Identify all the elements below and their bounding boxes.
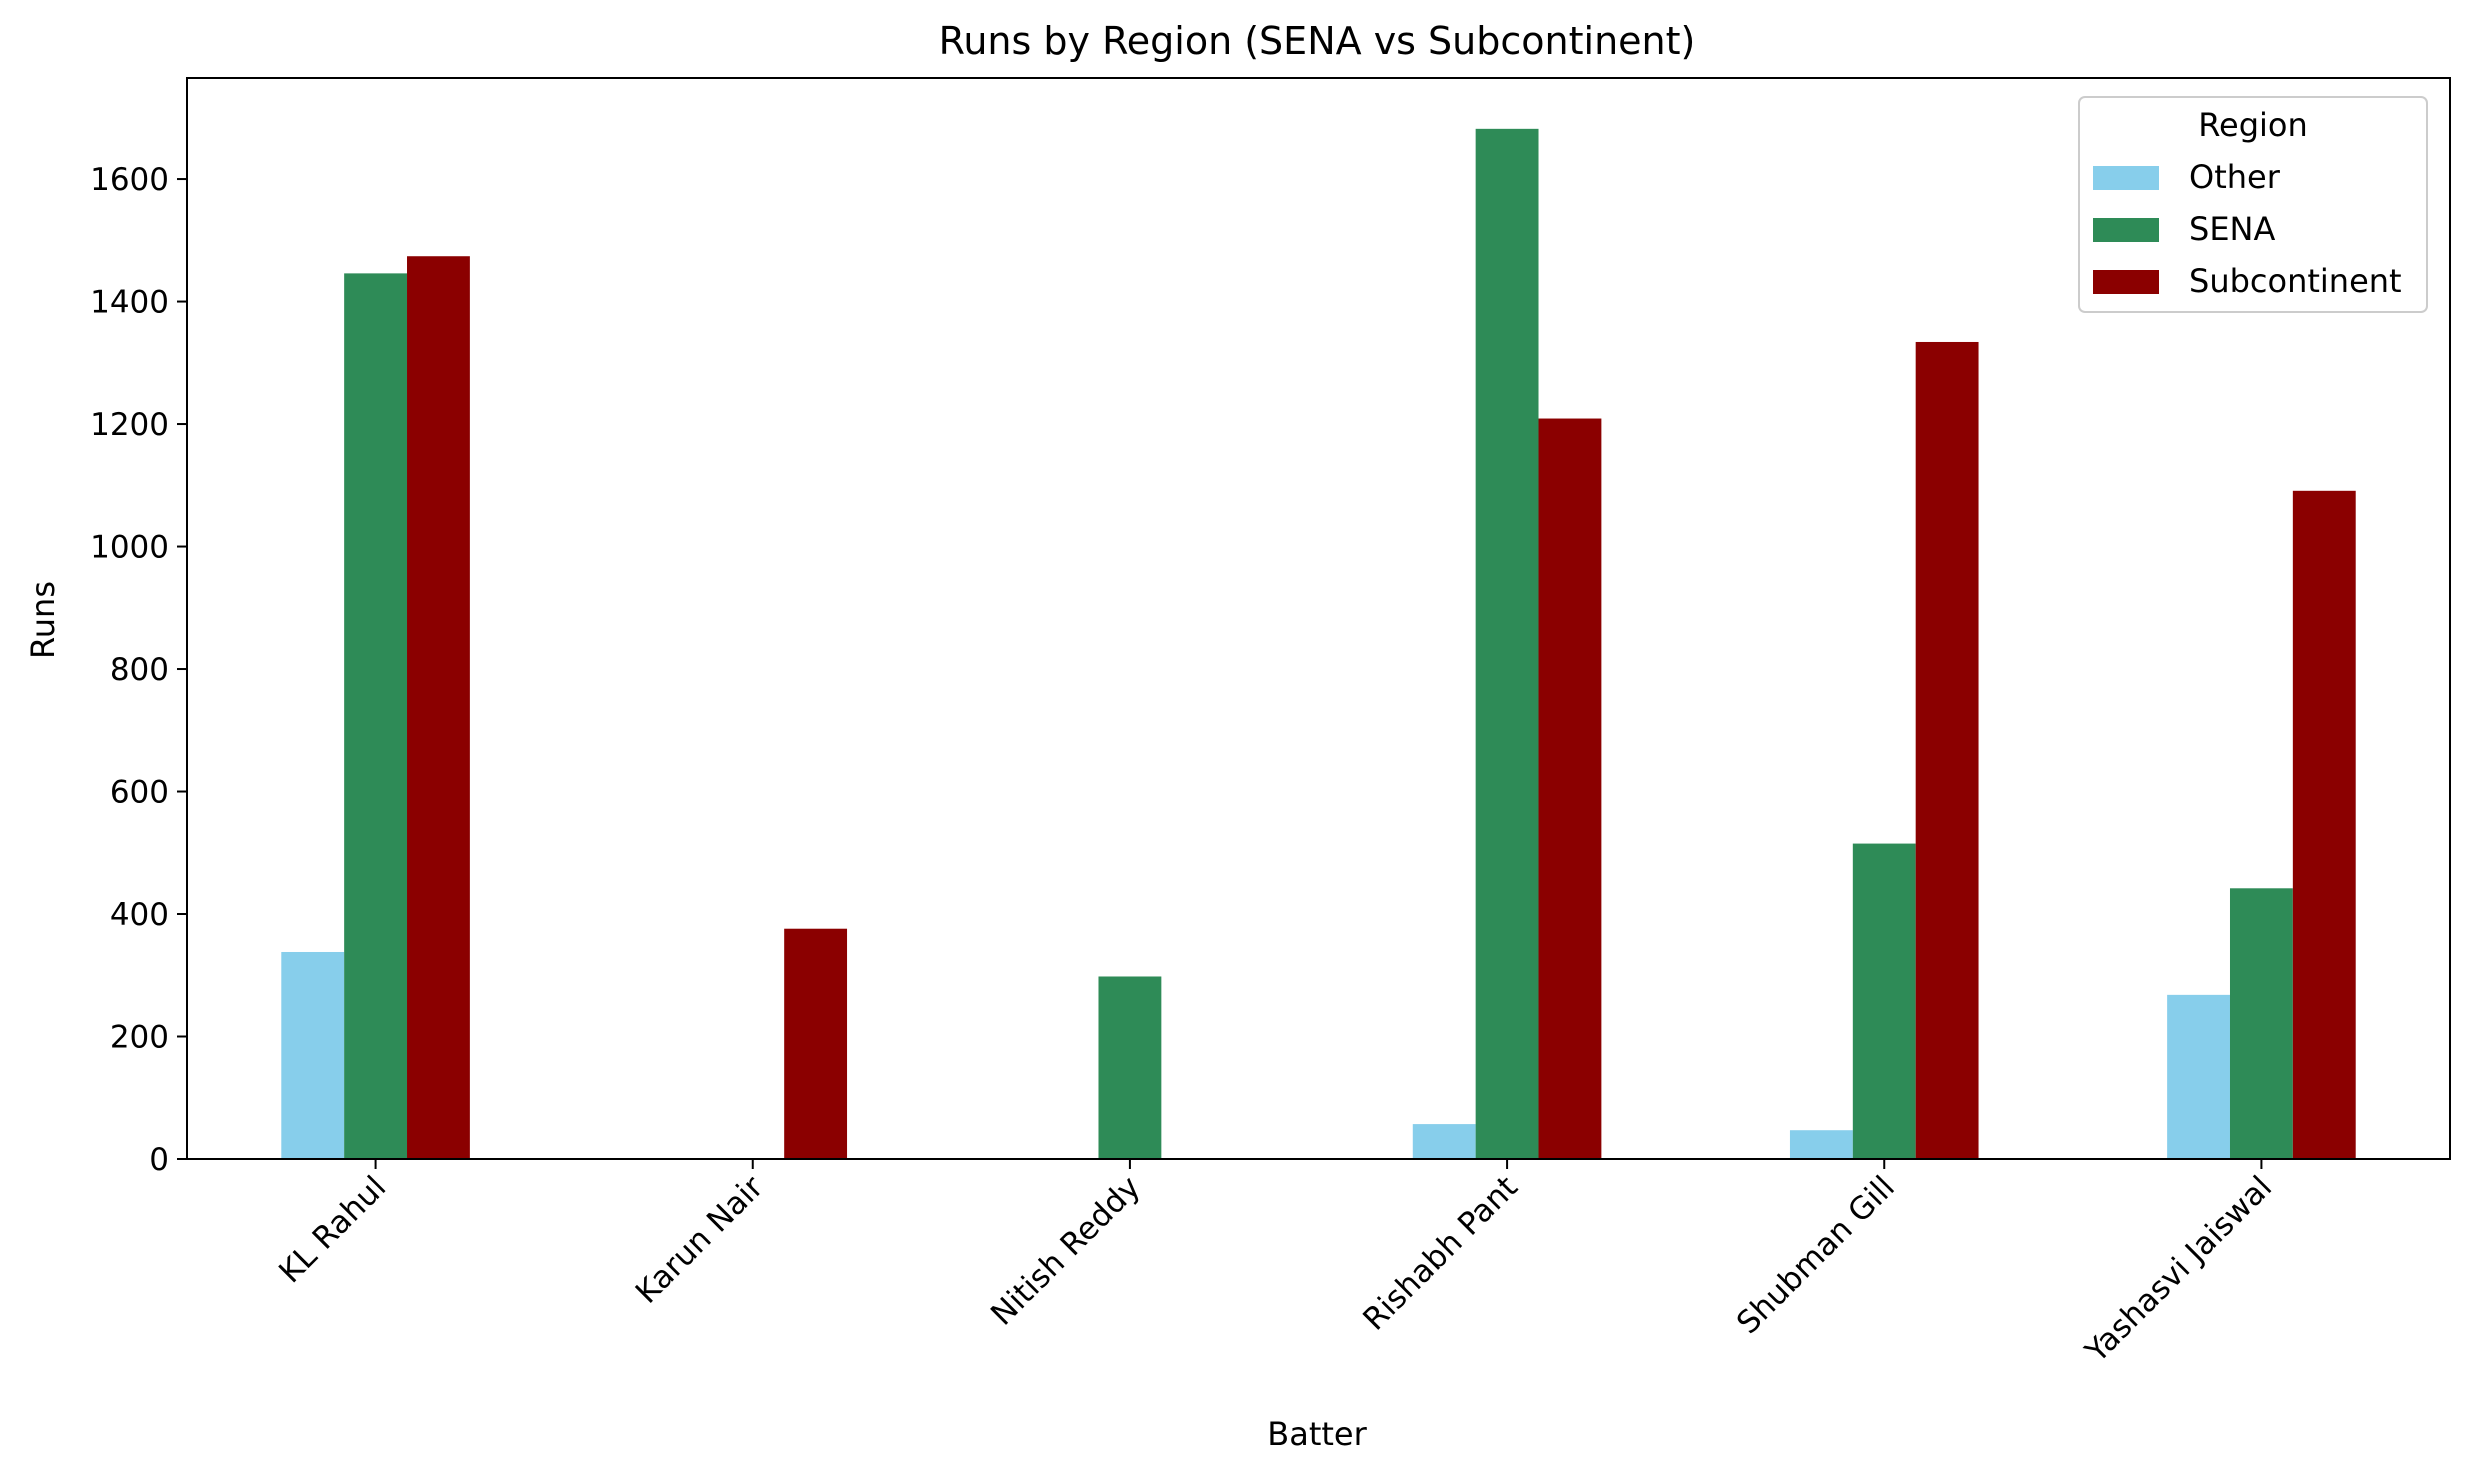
bar-subcontinent-kl-rahul [407,256,470,1160]
bar-subcontinent-shubman-gill [1915,341,1979,1159]
y-axis-label: Runs [24,581,62,659]
bar-sena-nitish-reddy [1098,976,1162,1159]
bar-subcontinent-rishabh-pant [1538,418,1602,1160]
bar-sena-rishabh-pant [1475,128,1539,1159]
bar-other-kl-rahul [281,951,345,1159]
y-tick-label: 1000 [90,530,169,566]
legend-label-subcontinent: Subcontinent [2189,262,2402,300]
bar-sena-shubman-gill [1852,843,1916,1159]
legend[interactable]: Region Other SENA Subcontinent [2078,96,2428,313]
legend-box [2078,96,2428,313]
bar-other-yashasvi-jaiswal [2167,994,2230,1159]
bar-sena-yashasvi-jaiswal [2229,888,2293,1159]
legend-swatch-subcontinent [2093,270,2159,294]
plot-frame [186,77,2451,1160]
y-tick-label: 200 [110,1020,169,1056]
y-tick-label: 800 [110,652,169,688]
y-tick-label: 0 [149,1142,169,1178]
legend-swatch-other [2093,166,2159,190]
legend-label-other: Other [2189,158,2281,196]
bar-subcontinent-yashasvi-jaiswal [2292,490,2356,1159]
chart-title: Runs by Region (SENA vs Subcontinent) [939,19,1696,63]
legend-title: Region [2198,106,2308,144]
y-tick-label: 600 [110,775,169,811]
legend-label-sena: SENA [2189,210,2275,248]
bar-other-shubman-gill [1789,1130,1853,1159]
y-tick-label: 1600 [90,162,169,198]
y-axis: 0 200 400 600 800 1000 1200 1400 1600 [90,162,187,1178]
y-tick-label: 1200 [90,407,169,443]
bar-other-rishabh-pant [1412,1124,1476,1159]
bar-subcontinent-karun-nair [784,928,848,1159]
x-axis-label: Batter [1267,1415,1367,1453]
y-tick-label: 1400 [90,285,169,321]
legend-swatch-sena [2093,218,2159,242]
y-tick-label: 400 [110,897,169,933]
bars-group [281,128,2356,1160]
bar-sena-kl-rahul [344,273,408,1159]
